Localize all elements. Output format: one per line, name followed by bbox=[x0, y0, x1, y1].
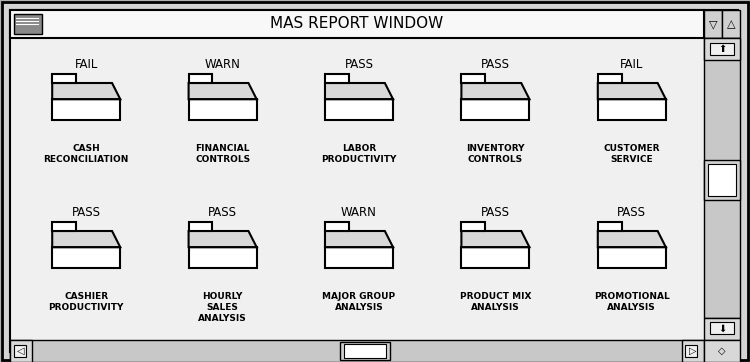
Text: ◁: ◁ bbox=[17, 346, 25, 356]
FancyBboxPatch shape bbox=[10, 10, 738, 352]
Text: MAJOR GROUP
ANALYSIS: MAJOR GROUP ANALYSIS bbox=[322, 292, 395, 312]
FancyBboxPatch shape bbox=[722, 10, 740, 38]
Polygon shape bbox=[53, 222, 76, 231]
Text: LABOR
PRODUCTIVITY: LABOR PRODUCTIVITY bbox=[321, 144, 397, 164]
Polygon shape bbox=[188, 231, 256, 247]
Polygon shape bbox=[325, 222, 349, 231]
Text: CASH
RECONCILIATION: CASH RECONCILIATION bbox=[44, 144, 129, 164]
FancyBboxPatch shape bbox=[685, 345, 697, 357]
Polygon shape bbox=[461, 247, 530, 268]
FancyBboxPatch shape bbox=[710, 322, 734, 334]
Polygon shape bbox=[53, 231, 120, 247]
Text: PASS: PASS bbox=[617, 206, 646, 219]
FancyBboxPatch shape bbox=[704, 160, 740, 200]
Polygon shape bbox=[461, 74, 485, 83]
Polygon shape bbox=[188, 222, 212, 231]
Polygon shape bbox=[598, 74, 622, 83]
Text: WARN: WARN bbox=[205, 58, 241, 71]
Polygon shape bbox=[598, 83, 666, 99]
Text: FAIL: FAIL bbox=[74, 58, 98, 71]
FancyBboxPatch shape bbox=[10, 340, 704, 362]
Text: FAIL: FAIL bbox=[620, 58, 644, 71]
Polygon shape bbox=[461, 99, 530, 120]
FancyBboxPatch shape bbox=[10, 10, 704, 38]
Text: ⬆: ⬆ bbox=[718, 44, 726, 54]
Text: PASS: PASS bbox=[481, 58, 510, 71]
Text: PASS: PASS bbox=[481, 206, 510, 219]
FancyBboxPatch shape bbox=[704, 38, 740, 318]
Text: PRODUCT MIX
ANALYSIS: PRODUCT MIX ANALYSIS bbox=[460, 292, 531, 312]
FancyBboxPatch shape bbox=[704, 10, 722, 38]
Text: ◇: ◇ bbox=[718, 346, 726, 356]
FancyBboxPatch shape bbox=[10, 340, 32, 362]
Polygon shape bbox=[598, 99, 666, 120]
Text: CASHIER
PRODUCTIVITY: CASHIER PRODUCTIVITY bbox=[49, 292, 124, 312]
Polygon shape bbox=[53, 83, 120, 99]
FancyBboxPatch shape bbox=[344, 344, 386, 358]
Polygon shape bbox=[53, 74, 76, 83]
Text: PROMOTIONAL
ANALYSIS: PROMOTIONAL ANALYSIS bbox=[594, 292, 670, 312]
Text: △: △ bbox=[727, 19, 735, 29]
Polygon shape bbox=[598, 231, 666, 247]
Polygon shape bbox=[325, 83, 393, 99]
Polygon shape bbox=[53, 247, 120, 268]
FancyBboxPatch shape bbox=[340, 342, 390, 360]
Polygon shape bbox=[188, 74, 212, 83]
FancyBboxPatch shape bbox=[708, 164, 736, 196]
Text: WARN: WARN bbox=[341, 206, 377, 219]
Polygon shape bbox=[325, 99, 393, 120]
Polygon shape bbox=[53, 99, 120, 120]
FancyBboxPatch shape bbox=[704, 38, 740, 60]
Text: HOURLY
SALES
ANALYSIS: HOURLY SALES ANALYSIS bbox=[198, 292, 247, 323]
Polygon shape bbox=[598, 247, 666, 268]
Polygon shape bbox=[325, 74, 349, 83]
Polygon shape bbox=[188, 247, 256, 268]
FancyBboxPatch shape bbox=[14, 345, 26, 357]
FancyBboxPatch shape bbox=[710, 43, 734, 55]
Text: ▷: ▷ bbox=[689, 346, 697, 356]
FancyBboxPatch shape bbox=[14, 14, 42, 34]
Text: FINANCIAL
CONTROLS: FINANCIAL CONTROLS bbox=[195, 144, 250, 164]
Text: MAS REPORT WINDOW: MAS REPORT WINDOW bbox=[270, 17, 444, 31]
Polygon shape bbox=[461, 231, 530, 247]
Polygon shape bbox=[598, 222, 622, 231]
Polygon shape bbox=[188, 99, 256, 120]
Text: PASS: PASS bbox=[208, 206, 237, 219]
Polygon shape bbox=[325, 231, 393, 247]
Polygon shape bbox=[461, 222, 485, 231]
FancyBboxPatch shape bbox=[682, 340, 704, 362]
Polygon shape bbox=[325, 247, 393, 268]
Text: ⬇: ⬇ bbox=[718, 324, 726, 334]
Polygon shape bbox=[461, 83, 530, 99]
Text: INVENTORY
CONTROLS: INVENTORY CONTROLS bbox=[466, 144, 525, 164]
Polygon shape bbox=[188, 83, 256, 99]
Text: CUSTOMER
SERVICE: CUSTOMER SERVICE bbox=[604, 144, 660, 164]
Text: PASS: PASS bbox=[72, 206, 100, 219]
FancyBboxPatch shape bbox=[704, 318, 740, 340]
Text: PASS: PASS bbox=[344, 58, 374, 71]
Text: ▽: ▽ bbox=[709, 19, 717, 29]
FancyBboxPatch shape bbox=[704, 340, 740, 362]
